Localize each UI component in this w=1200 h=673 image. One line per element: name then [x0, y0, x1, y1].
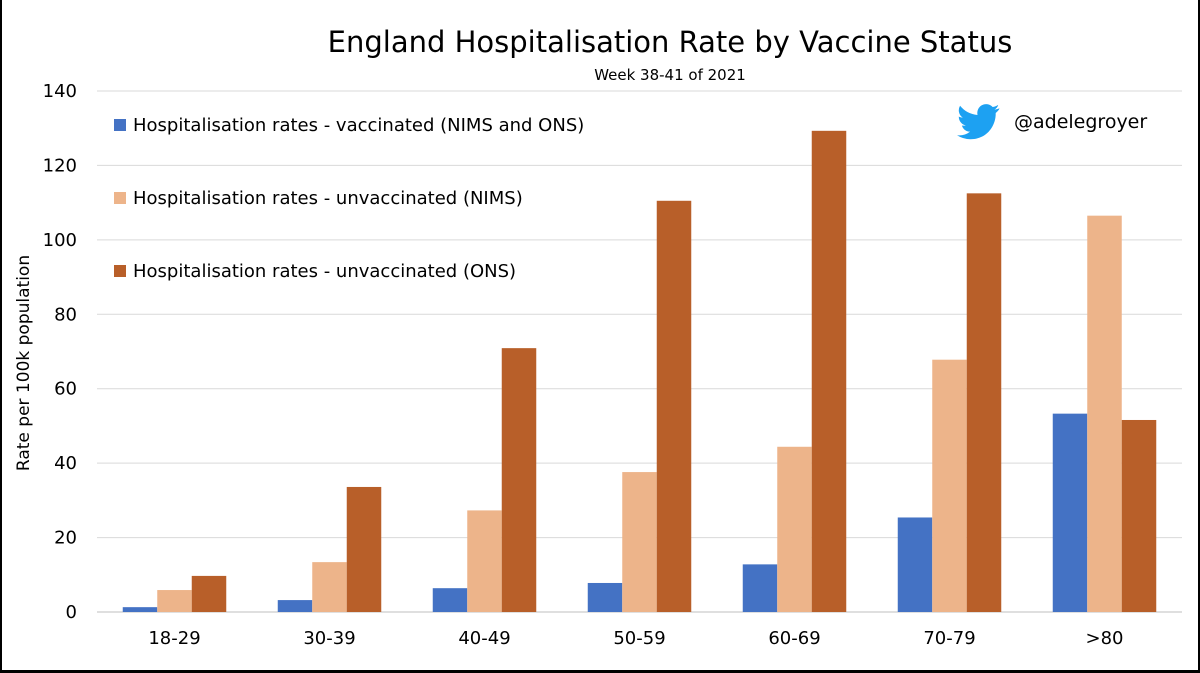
bar-series2-3 — [656, 200, 692, 612]
y-tick-label: 100 — [43, 230, 77, 251]
y-tick-label: 40 — [54, 453, 77, 474]
bar-series1-0 — [157, 590, 192, 612]
bar-series1-3 — [622, 472, 657, 612]
y-axis-label: Rate per 100k population — [14, 255, 34, 471]
y-tick-label: 20 — [54, 528, 77, 549]
x-tick-label: >80 — [1086, 628, 1124, 649]
bar-series2-5 — [966, 193, 1002, 612]
y-tick-label: 60 — [54, 379, 77, 400]
x-tick-label: 18-29 — [148, 628, 200, 649]
y-tick-labels: 0 20 40 60 80 100 120 140 — [43, 81, 77, 623]
y-tick-label: 140 — [43, 81, 77, 102]
bar-series2-2 — [501, 348, 537, 612]
legend-swatch-0 — [114, 119, 126, 131]
x-tick-labels: 18-29 30-39 40-49 50-59 60-69 70-79 >80 — [148, 628, 1123, 649]
legend: Hospitalisation rates - vaccinated (NIMS… — [114, 115, 584, 282]
legend-label-0: Hospitalisation rates - vaccinated (NIMS… — [133, 115, 584, 136]
bar-series1-2 — [467, 510, 502, 612]
bar-series0-5 — [897, 517, 933, 612]
x-tick-label: 50-59 — [613, 628, 665, 649]
gridlines — [97, 90, 1182, 613]
legend-label-1: Hospitalisation rates - unvaccinated (NI… — [133, 188, 523, 209]
x-tick-label: 60-69 — [768, 628, 820, 649]
bar-series1-5 — [932, 359, 967, 612]
bar-series0-4 — [742, 564, 778, 612]
legend-swatch-2 — [114, 265, 126, 277]
bar-series0-0 — [122, 607, 158, 612]
chart-subtitle: Week 38-41 of 2021 — [594, 66, 746, 84]
bar-series1-6 — [1087, 215, 1122, 613]
bar-series2-6 — [1121, 419, 1157, 612]
x-tick-label: 30-39 — [303, 628, 355, 649]
bars — [122, 130, 1157, 613]
chart-title: England Hospitalisation Rate by Vaccine … — [328, 25, 1013, 59]
bar-series1-1 — [312, 562, 347, 612]
x-tick-label: 40-49 — [458, 628, 510, 649]
bar-series0-3 — [587, 582, 623, 612]
y-tick-label: 0 — [66, 602, 77, 623]
y-tick-label: 80 — [54, 304, 77, 325]
bar-series0-6 — [1052, 413, 1088, 612]
bar-series0-2 — [432, 588, 468, 612]
bar-series0-1 — [277, 600, 313, 612]
attribution: @adelegroyer — [957, 104, 1147, 140]
twitter-bird-icon — [957, 104, 1000, 140]
twitter-handle: @adelegroyer — [1014, 111, 1147, 133]
legend-label-2: Hospitalisation rates - unvaccinated (ON… — [133, 261, 516, 282]
bar-series1-4 — [777, 446, 812, 612]
bar-series2-4 — [811, 130, 847, 613]
legend-swatch-1 — [114, 192, 126, 204]
y-tick-label: 120 — [43, 155, 77, 176]
bar-series2-0 — [191, 575, 227, 612]
bar-series2-1 — [346, 486, 382, 612]
x-tick-label: 70-79 — [923, 628, 975, 649]
